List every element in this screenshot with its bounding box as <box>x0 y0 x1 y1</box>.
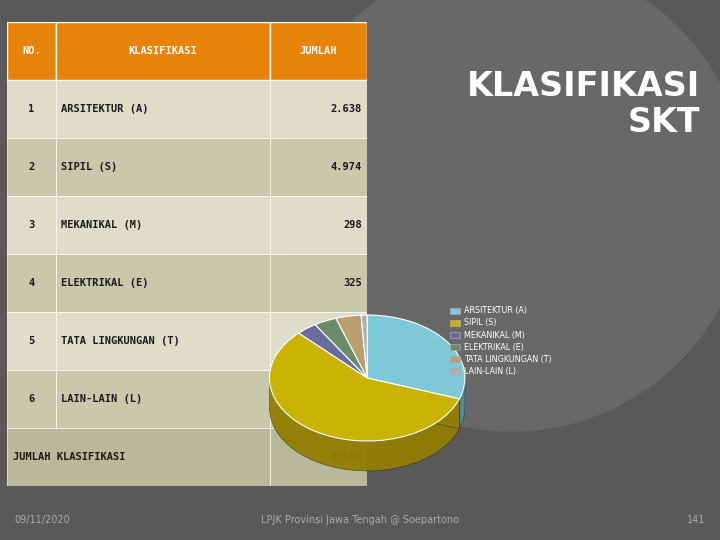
FancyBboxPatch shape <box>56 22 270 80</box>
FancyBboxPatch shape <box>7 370 56 428</box>
FancyBboxPatch shape <box>7 254 56 312</box>
FancyBboxPatch shape <box>270 428 367 486</box>
Text: KLASIFIKASI
SKT: KLASIFIKASI SKT <box>467 70 701 139</box>
Text: NO.: NO. <box>22 45 41 56</box>
FancyBboxPatch shape <box>56 80 270 138</box>
Text: ELEKTRIKAL (E): ELEKTRIKAL (E) <box>61 278 149 288</box>
Text: JUMLAH KLASIFIKASI: JUMLAH KLASIFIKASI <box>13 452 125 462</box>
Wedge shape <box>361 315 367 378</box>
Polygon shape <box>269 380 459 471</box>
Text: LAIN-LAIN (L): LAIN-LAIN (L) <box>61 394 143 404</box>
Text: 09/11/2020: 09/11/2020 <box>14 515 70 525</box>
FancyBboxPatch shape <box>270 80 367 138</box>
FancyBboxPatch shape <box>56 254 270 312</box>
Text: 87: 87 <box>349 394 362 404</box>
FancyBboxPatch shape <box>270 254 367 312</box>
FancyBboxPatch shape <box>56 370 270 428</box>
Text: 6: 6 <box>28 394 35 404</box>
Text: 325: 325 <box>343 278 362 288</box>
Text: ARSITEKTUR (A): ARSITEKTUR (A) <box>61 104 149 114</box>
Text: 141: 141 <box>687 515 706 525</box>
Text: MEKANIKAL (M): MEKANIKAL (M) <box>61 220 143 230</box>
Text: SIPIL (S): SIPIL (S) <box>61 161 117 172</box>
Wedge shape <box>269 333 459 441</box>
FancyBboxPatch shape <box>7 312 56 370</box>
Text: 2: 2 <box>28 161 35 172</box>
Text: 4: 4 <box>28 278 35 288</box>
FancyBboxPatch shape <box>270 22 367 80</box>
Polygon shape <box>367 378 459 429</box>
Polygon shape <box>367 378 459 429</box>
Text: KLASIFIKASI: KLASIFIKASI <box>129 45 197 56</box>
Circle shape <box>276 0 720 431</box>
FancyBboxPatch shape <box>7 80 56 138</box>
FancyBboxPatch shape <box>7 22 56 80</box>
Wedge shape <box>299 325 367 378</box>
Text: 3: 3 <box>28 220 35 230</box>
Wedge shape <box>315 318 367 378</box>
FancyBboxPatch shape <box>270 370 367 428</box>
FancyBboxPatch shape <box>56 312 270 370</box>
FancyBboxPatch shape <box>270 312 367 370</box>
Text: 1: 1 <box>28 104 35 114</box>
FancyBboxPatch shape <box>7 195 56 254</box>
Wedge shape <box>336 315 367 378</box>
Text: 5: 5 <box>28 336 35 346</box>
Polygon shape <box>459 377 465 429</box>
FancyBboxPatch shape <box>7 138 56 195</box>
Text: 363: 363 <box>343 336 362 346</box>
FancyBboxPatch shape <box>56 195 270 254</box>
Text: LPJK Provinsi Jawa Tengah @ Soepartono: LPJK Provinsi Jawa Tengah @ Soepartono <box>261 515 459 525</box>
Text: 298: 298 <box>343 220 362 230</box>
FancyBboxPatch shape <box>56 138 270 195</box>
Legend: ARSITEKTUR (A), SIPIL (S), MEKANIKAL (M), ELEKTRIKAL (E), TATA LINGKUNGAN (T), L: ARSITEKTUR (A), SIPIL (S), MEKANIKAL (M)… <box>451 306 552 376</box>
Text: TATA LINGKUNGAN (T): TATA LINGKUNGAN (T) <box>61 336 180 346</box>
Text: JUMLAH: JUMLAH <box>300 45 338 56</box>
Wedge shape <box>367 315 465 399</box>
Text: 2.638: 2.638 <box>330 104 362 114</box>
FancyBboxPatch shape <box>270 195 367 254</box>
FancyBboxPatch shape <box>270 138 367 195</box>
Text: 4.974: 4.974 <box>330 161 362 172</box>
FancyBboxPatch shape <box>7 428 270 486</box>
Text: 8.685: 8.685 <box>330 452 362 462</box>
